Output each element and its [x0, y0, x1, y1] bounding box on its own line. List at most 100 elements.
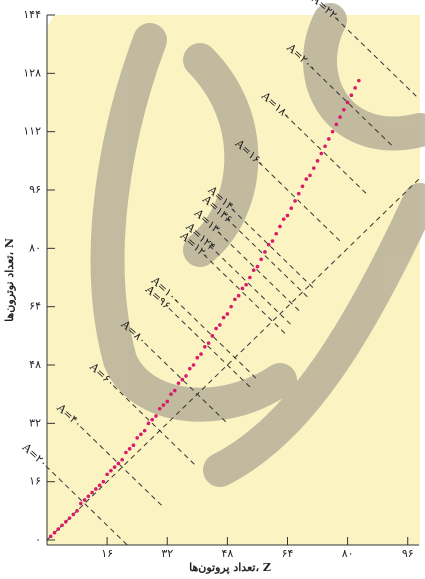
nuclide-point [68, 516, 72, 520]
chart: تعداد پروتون‌ها، Z تعداد نوترون‌ها، N ۰ ۱… [0, 0, 425, 579]
y-tick-label: ۱۱۲ [23, 125, 41, 138]
nuclide-point [94, 487, 98, 491]
nuclide-point [267, 243, 271, 247]
nuclide-point [158, 407, 162, 411]
y-tick-label: ۶۴ [29, 300, 41, 313]
nuclide-point [79, 502, 83, 506]
nuclide-point [271, 239, 275, 243]
nuclide-point [350, 93, 354, 97]
y-tick-label: ۱۲۸ [23, 66, 41, 79]
nuclide-point [342, 108, 346, 112]
y-tick-label: ۱۴۴ [23, 8, 41, 21]
nuclide-point [207, 341, 211, 345]
nuclide-point [113, 465, 117, 469]
nuclide-point [211, 334, 215, 338]
nuclide-point [90, 491, 94, 495]
nuclide-point [109, 469, 113, 473]
nuclide-point [248, 276, 252, 280]
nuclide-point [177, 381, 181, 385]
nuclide-point [203, 345, 207, 349]
nuclide-point [83, 498, 87, 502]
nuclide-point [135, 436, 139, 440]
y-tick-label: ۹۶ [29, 183, 41, 196]
nuclide-point [214, 327, 218, 331]
nuclide-point [274, 232, 278, 236]
y-tick-label: ۴۸ [29, 358, 41, 371]
nuclide-point [199, 352, 203, 356]
nuclide-point [56, 527, 60, 531]
nuclide-point [304, 177, 308, 181]
nuclide-point [338, 115, 342, 119]
nuclide-point [132, 443, 136, 447]
y-axis-label: تعداد نوترون‌ها، N [3, 238, 16, 322]
nuclide-point [353, 86, 357, 90]
y-tick-label: ۱۶ [29, 475, 41, 488]
y-tick-label: ۸۰ [29, 241, 41, 254]
nuclide-point [335, 123, 339, 127]
nuclide-point [75, 509, 79, 513]
nuclide-point [192, 363, 196, 367]
nuclide-point [289, 206, 293, 210]
x-tick-label: ۴۸ [221, 547, 233, 560]
x-tick-label: ۱۶ [101, 547, 113, 560]
nuclide-point [308, 174, 312, 178]
nuclide-point [252, 268, 256, 272]
nuclide-point [323, 144, 327, 148]
nuclide-point [256, 265, 260, 269]
nuclide-point [169, 392, 173, 396]
nuclide-point [286, 214, 290, 218]
nuclide-point [173, 389, 177, 393]
y-tick-label: ۳۲ [29, 416, 41, 429]
nuclide-point [218, 323, 222, 327]
nuclide-point [72, 513, 76, 517]
nuclide-point [53, 531, 57, 535]
nuclide-point [237, 294, 241, 298]
nuclide-point [60, 524, 64, 528]
nuclide-point [282, 217, 286, 221]
nuclide-point [226, 312, 230, 316]
x-tick-label: ۶۴ [282, 547, 294, 560]
nuclide-point [233, 298, 237, 302]
y-tick-label: ۰ [35, 533, 41, 546]
x-tick-label: ۹۶ [402, 547, 414, 560]
nuclide-point [165, 400, 169, 404]
nuclide-point [297, 192, 301, 196]
nuclide-point [120, 458, 124, 462]
mass-number-label: A=۲۰ [19, 440, 50, 470]
nuclide-point [278, 225, 282, 229]
nuclide-point [316, 159, 320, 163]
nuclide-point [147, 422, 151, 426]
nuclide-point [188, 367, 192, 371]
nuclide-point [357, 79, 361, 83]
nuclide-point [222, 316, 226, 320]
x-tick-label: ۳۲ [161, 547, 173, 560]
x-tick-label: ۸۰ [342, 547, 354, 560]
nuclide-point [154, 414, 158, 418]
nuclide-point [105, 473, 109, 477]
nuclide-point [259, 257, 263, 261]
nuclide-point [143, 429, 147, 433]
nuclide-point [98, 484, 102, 488]
nuclide-point [49, 535, 53, 539]
nuclide-point [229, 305, 233, 309]
nuclide-point [331, 130, 335, 134]
nuclide-point [301, 185, 305, 189]
nuclide-point [124, 451, 128, 455]
nuclide-point [87, 494, 91, 498]
nuclide-point [241, 287, 245, 291]
nuclide-point [320, 152, 324, 156]
nuclide-point [244, 283, 248, 287]
nuclide-point [263, 250, 267, 254]
nuclide-point [64, 520, 68, 524]
nuclide-point [293, 199, 297, 203]
nuclide-point [184, 374, 188, 378]
nuclide-point [196, 356, 200, 360]
nuclide-point [150, 418, 154, 422]
nuclide-point [327, 137, 331, 141]
nuclide-point [102, 480, 106, 484]
x-axis-label: تعداد پروتون‌ها، Z [189, 561, 271, 574]
nuclide-point [139, 432, 143, 436]
nuclide-point [162, 403, 166, 407]
nuclide-point [312, 166, 316, 170]
nuclide-point [128, 447, 132, 451]
